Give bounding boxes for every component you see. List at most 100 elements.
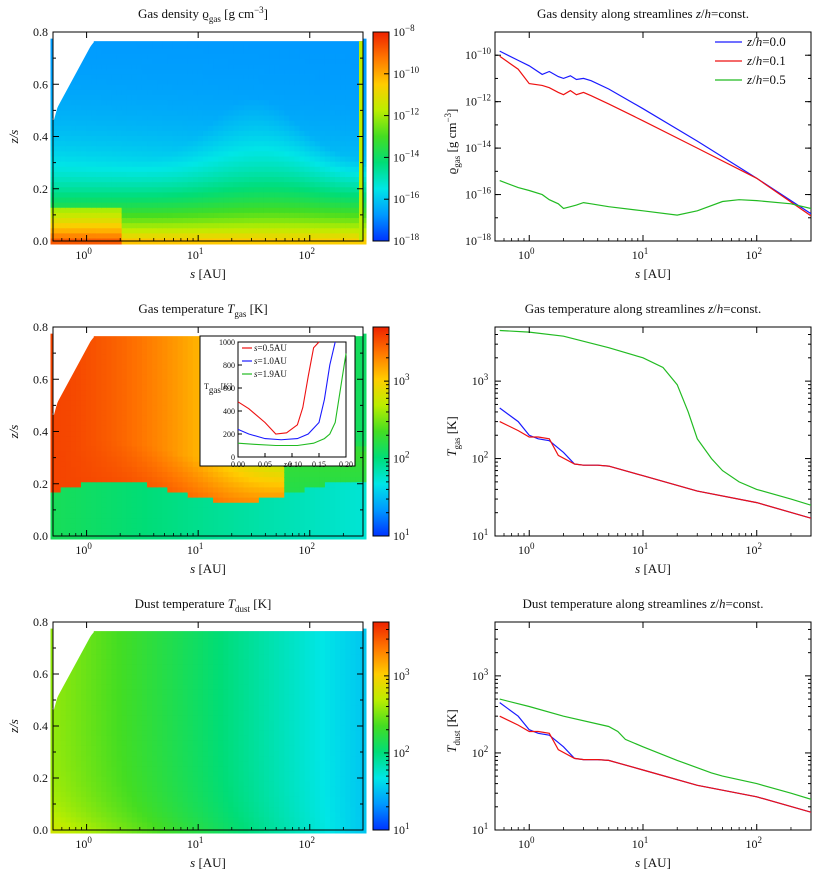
heatmap-cell bbox=[299, 492, 306, 499]
heatmap-cell bbox=[172, 223, 179, 230]
heatmap-cell bbox=[121, 461, 128, 468]
heatmap-cell bbox=[238, 482, 245, 489]
heatmap-cell bbox=[274, 497, 281, 504]
heatmap-cell bbox=[106, 384, 113, 391]
heatmap-cell bbox=[319, 120, 326, 127]
heatmap-cell bbox=[80, 359, 87, 366]
heatmap-cell bbox=[248, 182, 255, 189]
heatmap-cell bbox=[172, 390, 179, 397]
heatmap-cell bbox=[75, 223, 82, 230]
heatmap-cell bbox=[289, 212, 296, 219]
heatmap-cell bbox=[96, 166, 103, 173]
heatmap-cell bbox=[289, 518, 296, 525]
heatmap-cell bbox=[258, 187, 265, 194]
heatmap-cell bbox=[86, 400, 93, 407]
heatmap-cell bbox=[147, 69, 154, 76]
heatmap-cell bbox=[167, 223, 174, 230]
heatmap-cell bbox=[111, 115, 118, 122]
label-part: [AU] bbox=[195, 266, 226, 281]
heatmap-cell bbox=[324, 110, 331, 117]
heatmap-cell bbox=[147, 212, 154, 219]
heatmap-cell bbox=[157, 492, 164, 499]
heatmap-cell bbox=[55, 502, 62, 509]
heatmap-cell bbox=[167, 130, 174, 137]
heatmap-cell bbox=[136, 212, 143, 219]
heatmap-cell bbox=[309, 223, 316, 230]
heatmap-cell bbox=[314, 89, 321, 96]
heatmap-cell bbox=[162, 400, 169, 407]
heatmap-cell bbox=[106, 502, 113, 509]
heatmap-cell bbox=[60, 141, 67, 148]
heatmap-cell bbox=[116, 69, 123, 76]
heatmap-cell bbox=[70, 405, 77, 412]
heatmap-cell bbox=[192, 84, 199, 91]
heatmap-cell bbox=[70, 497, 77, 504]
heatmap-cell bbox=[345, 130, 352, 137]
heatmap-cell bbox=[106, 507, 113, 514]
heatmap-cell bbox=[172, 451, 179, 458]
heatmap-cell bbox=[314, 497, 321, 504]
heatmap-cell bbox=[279, 59, 286, 66]
heatmap-cell bbox=[253, 84, 260, 91]
heatmap-cell bbox=[65, 390, 72, 397]
heatmap-cell bbox=[243, 130, 250, 137]
heatmap-cell bbox=[187, 502, 194, 509]
heatmap-cell bbox=[126, 223, 133, 230]
heatmap-cell bbox=[187, 497, 194, 504]
heatmap-cell bbox=[340, 146, 347, 153]
heatmap-cell bbox=[223, 95, 230, 102]
heatmap-cell bbox=[258, 115, 265, 122]
heatmap-cell bbox=[152, 513, 159, 520]
heatmap-cell bbox=[238, 487, 245, 494]
heatmap-cell bbox=[172, 130, 179, 137]
heatmap-cell bbox=[111, 497, 118, 504]
heatmap-cell bbox=[284, 177, 291, 184]
heatmap-cell bbox=[284, 482, 291, 489]
heatmap-cell bbox=[147, 218, 154, 225]
heatmap-cell bbox=[60, 528, 67, 535]
heatmap-cell bbox=[101, 513, 108, 520]
heatmap-cell bbox=[106, 472, 113, 479]
heatmap-cell bbox=[182, 110, 189, 117]
y-tick-label: 0.4 bbox=[33, 130, 48, 144]
heatmap-cell bbox=[289, 523, 296, 530]
heatmap-cell bbox=[330, 89, 337, 96]
heatmap-cell bbox=[131, 177, 138, 184]
heatmap-cell bbox=[248, 38, 255, 45]
heatmap-cell bbox=[91, 100, 98, 107]
heatmap-cell bbox=[116, 54, 123, 61]
heatmap-cell bbox=[319, 482, 326, 489]
heatmap-cell bbox=[106, 523, 113, 530]
edge-strip bbox=[359, 41, 363, 241]
heatmap-cell bbox=[208, 507, 215, 514]
heatmap-cell bbox=[147, 151, 154, 158]
heatmap-cell bbox=[116, 192, 123, 199]
heatmap-cell bbox=[147, 166, 154, 173]
heatmap-cell bbox=[91, 390, 98, 397]
heatmap-cell bbox=[172, 187, 179, 194]
heatmap-cell bbox=[187, 451, 194, 458]
heatmap-cell bbox=[162, 202, 169, 209]
heatmap-cell bbox=[228, 89, 235, 96]
heatmap-cell bbox=[136, 228, 143, 235]
heatmap-cell bbox=[91, 48, 98, 55]
heatmap-cell bbox=[172, 487, 179, 494]
heatmap-cell bbox=[172, 446, 179, 453]
heatmap-cell bbox=[65, 523, 72, 530]
heatmap-cell bbox=[111, 105, 118, 112]
heatmap-cell bbox=[335, 115, 342, 122]
heatmap-cell bbox=[147, 466, 154, 473]
heatmap-cell bbox=[91, 59, 98, 66]
heatmap-cell bbox=[202, 507, 209, 514]
heatmap-cell bbox=[192, 338, 199, 345]
heatmap-cell bbox=[86, 410, 93, 417]
heatmap-cell bbox=[136, 390, 143, 397]
heatmap-cell bbox=[147, 343, 154, 350]
heatmap-cell bbox=[147, 523, 154, 530]
heatmap-cell bbox=[147, 84, 154, 91]
heatmap-cell bbox=[202, 95, 209, 102]
heatmap-cell bbox=[167, 354, 174, 361]
heatmap-cell bbox=[80, 497, 87, 504]
heatmap-cell bbox=[91, 161, 98, 168]
heatmap-cell bbox=[238, 110, 245, 117]
